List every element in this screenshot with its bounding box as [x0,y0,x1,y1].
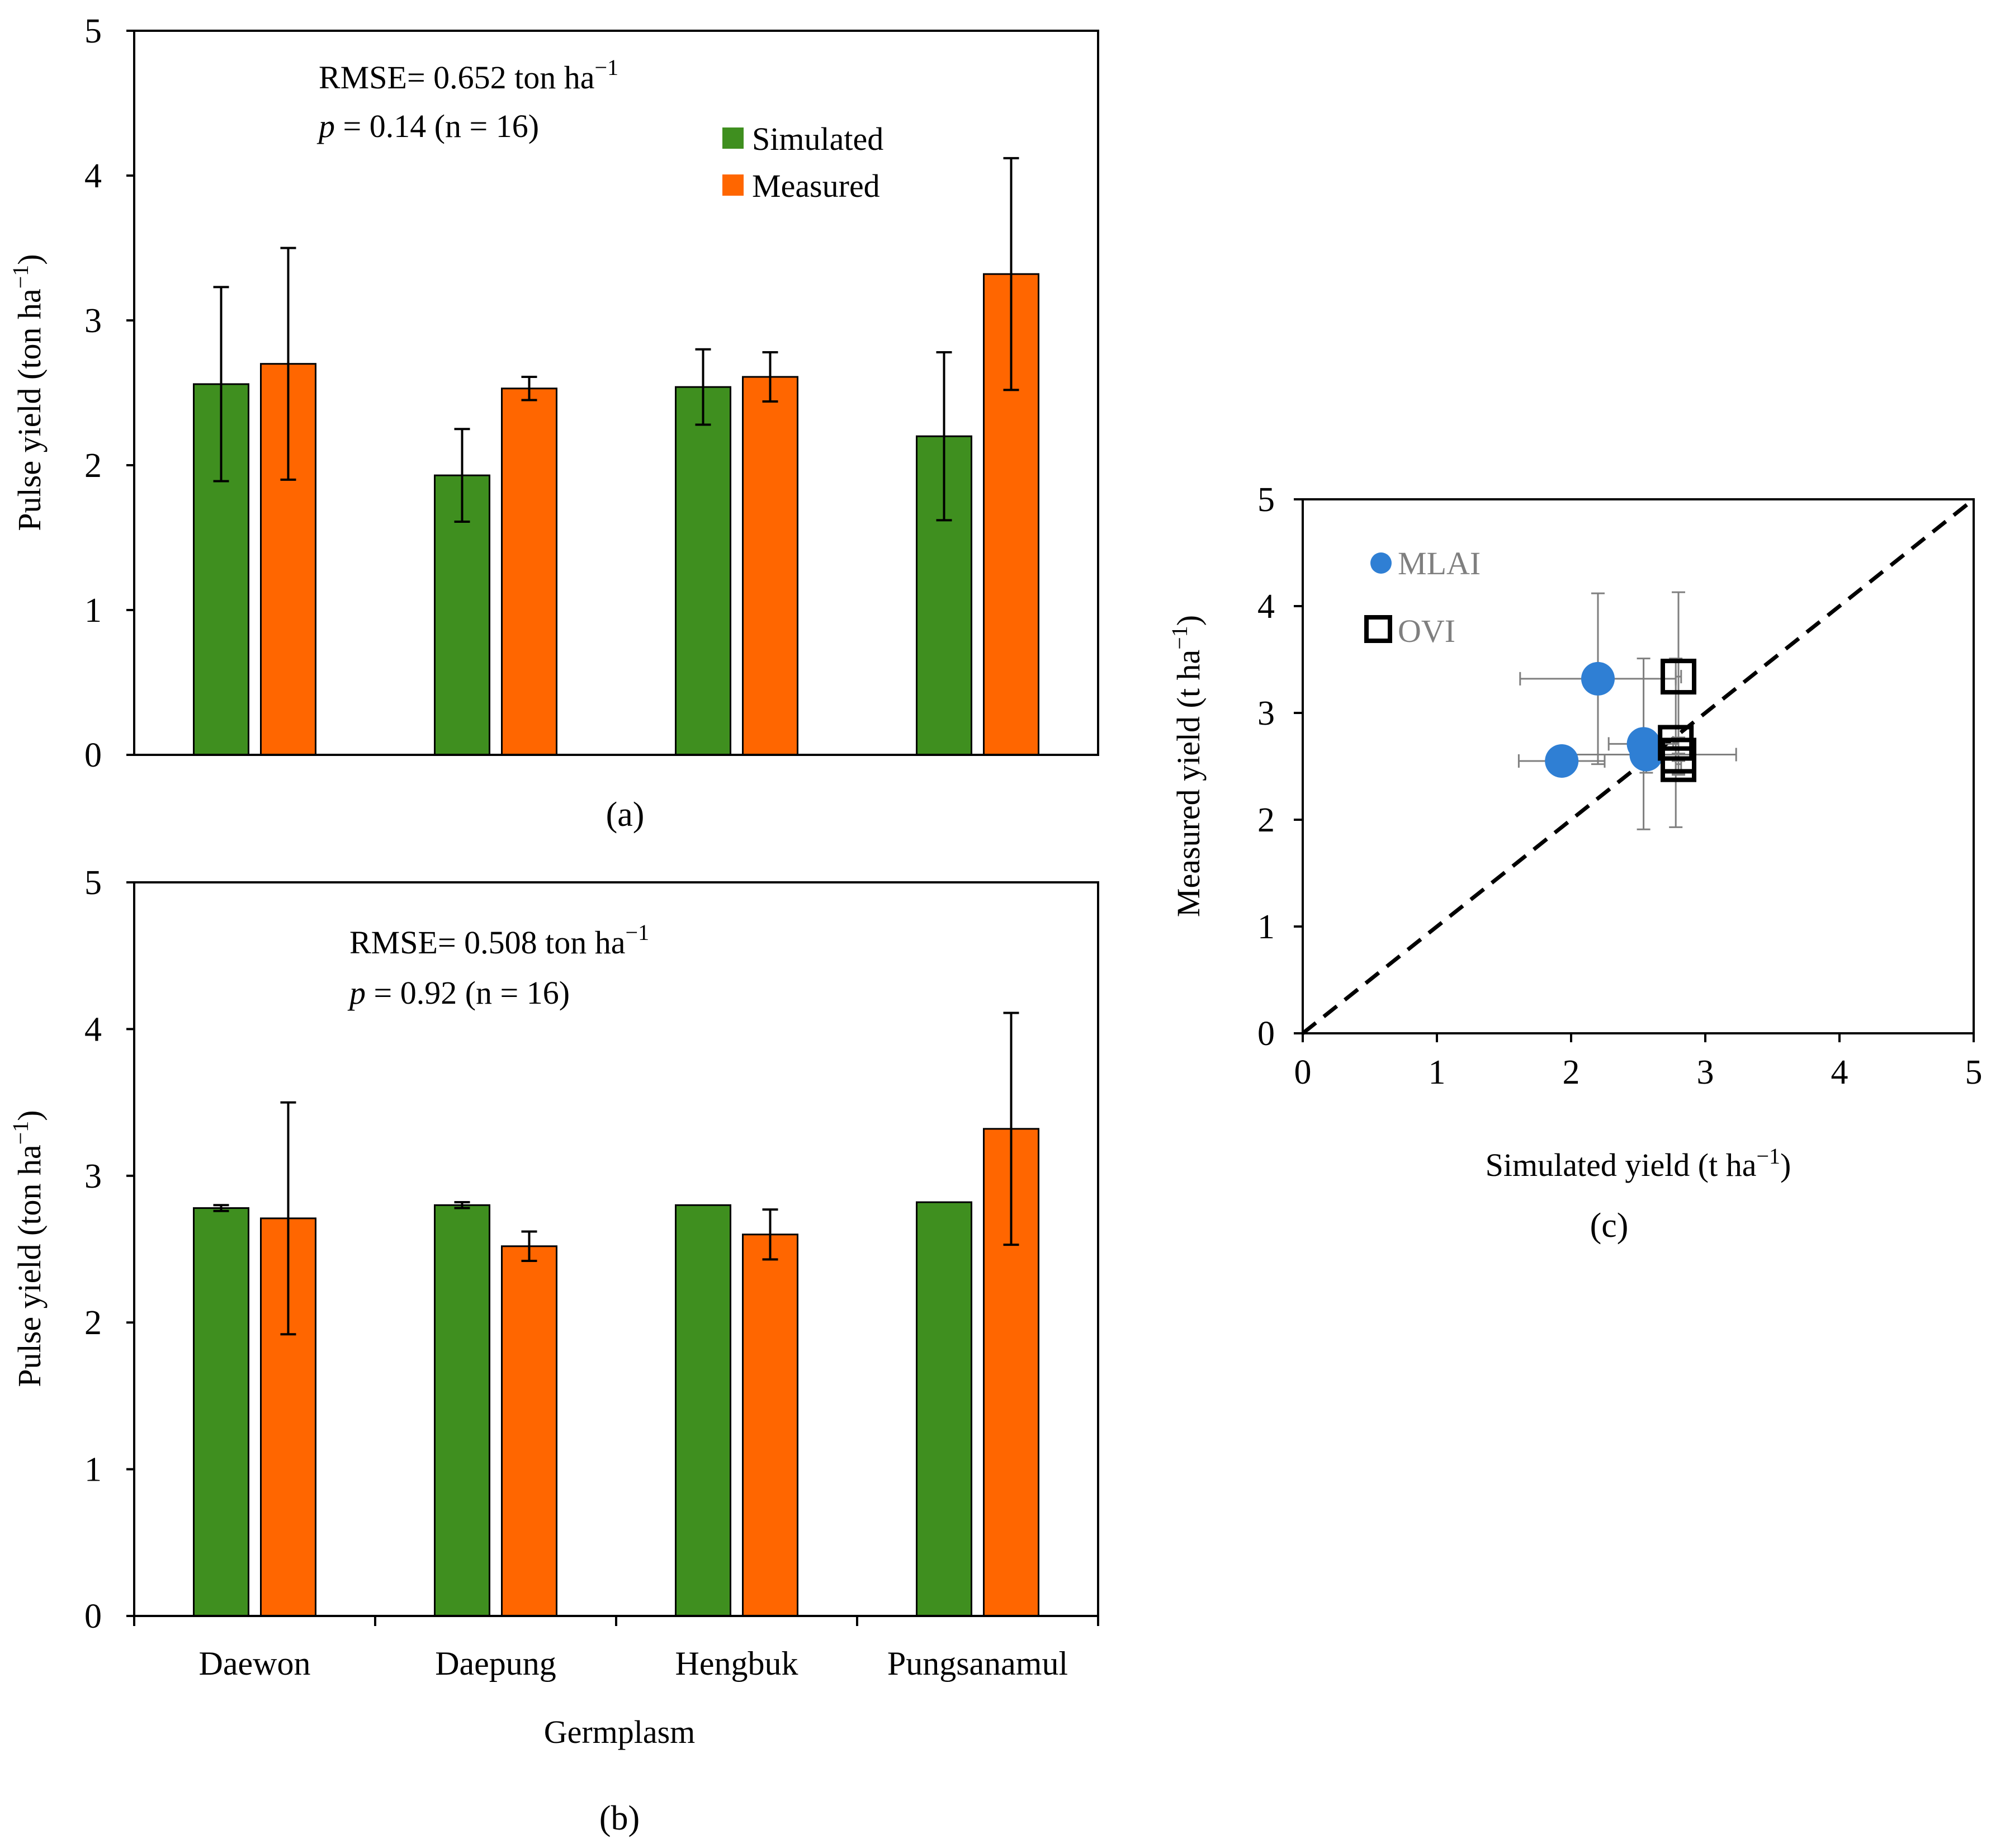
error-bar-simulated-daewon [213,1204,229,1212]
y-tick-label: 5 [1257,481,1275,519]
error-bar-measured-hengbuk [762,351,778,403]
bar-simulated-pungsanamul [916,1201,972,1617]
error-bars-ovi-1 [1672,591,1685,762]
y-tick-label: 3 [84,302,102,340]
panel-b-p-annotation: p = 0.92 (n = 16) [347,975,570,1011]
error-bars-ovi-2 [1669,658,1683,828]
x-category-label: Pungsanamul [887,1645,1068,1682]
point-mlai-4 [1629,738,1663,772]
x-tick-label: 2 [1563,1053,1580,1091]
bar-measured-hengbuk [742,1233,798,1617]
y-tick-label: 1 [84,592,102,630]
legend-marker-ovi [1364,615,1392,643]
panel-a-y-ticks: 0 1 2 3 4 5 [84,12,134,774]
point-mlai-1 [1581,661,1615,696]
panel-a-p-annotation: p = 0.14 (n = 16) [316,108,539,144]
panel-c-y-axis-label: Measured yield (t ha−1) [1167,615,1207,917]
panel-a: 0 1 2 3 4 5 Pulse yield (ton ha−1) RMSE= 0.65… [8,12,1099,834]
error-bar-measured-daepung [521,1230,537,1262]
panel-c: 0 1 2 3 4 5 0 1 2 3 4 5 Measured yield (t ha−1) Sim… [1167,481,1983,1245]
y-tick-label: 4 [84,1010,102,1048]
x-tick-label: 4 [1831,1053,1848,1091]
y-tick-label: 1 [1257,908,1275,946]
error-bar-simulated-daepung [454,1201,470,1209]
bar-simulated-daewon [193,1207,249,1617]
legend-swatch-measured [722,174,744,196]
panel-a-bars [193,273,1039,756]
panel-b-x-axis-label: Germplasm [544,1714,696,1750]
panel-b-y-ticks: 0 1 2 3 4 5 [84,864,134,1636]
y-tick-label: 0 [1257,1015,1275,1053]
point-ovi-1 [1661,659,1696,695]
error-bar-measured-pungsanamul [1003,157,1019,391]
error-bar-measured-daewon [280,247,296,481]
y-tick-label: 1 [84,1451,102,1489]
y-tick-label: 3 [84,1157,102,1195]
legend-label-measured: Measured [752,168,880,204]
panel-a-error-bars [213,157,1019,523]
x-category-label: Daepung [435,1645,556,1682]
legend-label-ovi: OVI [1398,613,1455,649]
error-bar-measured-daepung [521,376,537,401]
panel-b-x-ticks: Daewon Daepung Hengbuk Pungsanamul [133,1616,1099,1682]
panel-a-y-axis-label: Pulse yield (ton ha−1) [8,254,48,531]
error-bar-simulated-daewon [213,286,229,483]
panel-a-legend: Simulated Measured [722,121,883,204]
y-tick-label: 3 [1257,694,1275,732]
panel-b: 0 1 2 3 4 5 Daewon Daepung Hengbuk Pungsanamul P… [8,864,1099,1837]
error-bar-measured-hengbuk [762,1208,778,1261]
y-tick-label: 2 [84,447,102,485]
x-tick-label: 3 [1697,1053,1714,1091]
bar-measured-hengbuk [742,376,798,756]
error-bar-simulated-pungsanamul [936,351,952,522]
legend-swatch-simulated [722,127,744,149]
bar-simulated-hengbuk [675,386,731,756]
y-tick-label: 0 [84,1597,102,1636]
bar-simulated-daepung [434,1204,490,1617]
bar-simulated-hengbuk [675,1204,731,1617]
error-bar-simulated-hengbuk [695,348,711,426]
panel-b-caption: (b) [599,1799,640,1837]
x-tick-label: 0 [1294,1053,1312,1091]
y-tick-label: 4 [84,157,102,195]
panel-c-ticks: 0 1 2 3 4 5 0 1 2 3 4 5 [1257,481,1983,1091]
error-bar-measured-pungsanamul [1003,1012,1019,1246]
one-to-one-reference-line [1301,498,1975,1035]
legend-label-mlai: MLAI [1398,545,1481,582]
panel-c-error-bars [1517,591,1737,830]
point-ovi-4 [1661,746,1696,782]
panel-b-error-bars [213,1012,1019,1336]
panel-c-caption: (c) [1590,1207,1629,1245]
y-tick-label: 5 [84,12,102,50]
panel-c-plot-frame [1302,498,1975,1034]
x-category-label: Hengbuk [675,1645,798,1682]
panel-b-bars [193,1128,1039,1617]
y-tick-label: 2 [84,1304,102,1342]
bar-measured-daepung [501,387,557,756]
bar-measured-daepung [501,1245,557,1617]
panel-b-rmse-annotation: RMSE= 0.508 ton ha−1 [349,920,649,961]
legend-label-simulated: Simulated [752,121,883,157]
x-tick-label: 1 [1429,1053,1446,1091]
bar-measured-daewon [260,363,316,756]
panel-c-x-axis-label: Simulated yield (t ha−1) [1486,1143,1791,1183]
x-tick-label: 5 [1965,1053,1983,1091]
panel-a-rmse-annotation: RMSE= 0.652 ton ha−1 [319,55,618,96]
x-category-label: Daewon [199,1645,311,1682]
y-tick-label: 0 [84,736,102,774]
panel-b-y-axis-label: Pulse yield (ton ha−1) [8,1110,48,1387]
y-tick-label: 5 [84,864,102,902]
panel-a-plot-frame [133,30,1099,756]
panel-c-points [1545,659,1696,782]
panel-c-legend: MLAI OVI [1364,545,1481,649]
error-bar-measured-daewon [280,1101,296,1336]
y-tick-label: 2 [1257,801,1275,839]
point-ovi-2 [1658,725,1694,761]
panel-a-caption: (a) [606,796,645,834]
legend-marker-mlai [1370,552,1392,574]
point-mlai-2 [1545,744,1579,778]
error-bar-simulated-daepung [454,428,470,523]
y-tick-label: 4 [1257,588,1275,626]
